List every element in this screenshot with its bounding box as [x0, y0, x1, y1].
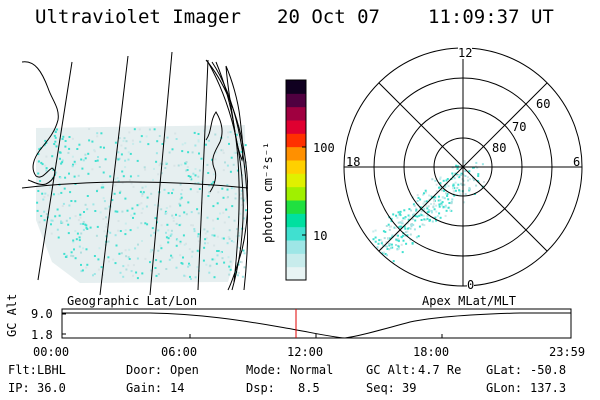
- gain-value: 14: [170, 381, 185, 395]
- geographic-label: Geographic Lat/Lon: [67, 294, 198, 308]
- xtick-label-1200: 12:00: [287, 345, 324, 359]
- colorbar-segment: [286, 200, 306, 214]
- filter-label: Flt:: [8, 363, 37, 377]
- instrument-title: Ultraviolet Imager: [35, 6, 241, 28]
- earth-limb: [205, 59, 248, 291]
- ip-label: IP:: [8, 381, 30, 395]
- gcalt-value: 4.7 Re: [418, 363, 462, 377]
- mode-value: Normal: [290, 363, 334, 377]
- lat-label-80: 80: [492, 141, 507, 155]
- date-text: 20 Oct 07: [277, 6, 380, 28]
- colorbar-segment: [286, 93, 306, 108]
- meridian: [211, 61, 248, 291]
- colorbar-segment: [286, 106, 306, 121]
- mlt-label-0: 0: [467, 278, 475, 292]
- mode-label: Mode:: [246, 363, 283, 377]
- polar-plot: [343, 47, 583, 287]
- dsp-label: Dsp:: [246, 381, 275, 395]
- colorbar-segment: [286, 226, 306, 241]
- glon-value: 137.3: [530, 381, 567, 395]
- time-text: 11:09:37 UT: [428, 6, 554, 28]
- door-label: Door:: [126, 363, 163, 377]
- meridian: [215, 61, 240, 283]
- colorbar-segment: [286, 266, 306, 281]
- colorbar-segment: [286, 253, 306, 268]
- colorbar-segment: [286, 133, 306, 148]
- filter-value: LBHL: [37, 363, 66, 377]
- coastline-island: [225, 65, 244, 162]
- dsp-value: 8.5: [298, 381, 320, 395]
- gcalt-label: GC Alt:: [366, 363, 417, 377]
- seq-label: Seq:: [366, 381, 395, 395]
- coastline: [22, 61, 59, 185]
- altitude-ytick-9: 9.0: [31, 307, 53, 321]
- parallel: [22, 181, 248, 189]
- colorbar-unit-label: photon cm⁻²s⁻¹: [261, 141, 275, 243]
- xtick-label-0600: 06:00: [161, 345, 198, 359]
- mlt-line-diag: [378, 82, 548, 252]
- lat-label-60: 60: [536, 97, 551, 111]
- xtick-label-1800: 18:00: [413, 345, 450, 359]
- colorbar-tick-10: 10: [313, 229, 328, 243]
- mlt-label-18: 18: [346, 155, 361, 169]
- apex-label: Apex MLat/MLT: [422, 294, 516, 308]
- door-value: Open: [170, 363, 199, 377]
- glat-value: -50.8: [530, 363, 567, 377]
- colorbar-segment: [286, 173, 306, 188]
- colorbar-segment: [286, 213, 306, 228]
- seq-value: 39: [402, 381, 417, 395]
- meridian: [197, 59, 209, 291]
- colorbar-frame: [285, 79, 307, 281]
- colorbar-segment: [286, 240, 306, 254]
- altitude-curve: [62, 312, 571, 339]
- colorbar: [286, 80, 306, 281]
- colorbar-segment: [286, 186, 306, 201]
- colorbar-segment: [286, 120, 306, 134]
- altitude-ylabel: GC Alt: [5, 293, 19, 337]
- lat-label-70: 70: [512, 120, 527, 134]
- colorbar-segment: [286, 160, 306, 174]
- gain-label: Gain:: [126, 381, 163, 395]
- meridian: [149, 51, 173, 295]
- mlt-label-12: 12: [458, 46, 473, 60]
- xtick-label-2359: 23:59: [549, 345, 586, 359]
- mlt-label-6: 6: [573, 155, 581, 169]
- geographic-map: [22, 51, 248, 295]
- xtick-label-0000: 00:00: [33, 345, 70, 359]
- altitude-plot: [61, 308, 572, 339]
- colorbar-tick-100: 100: [313, 141, 335, 155]
- colorbar-segment: [286, 146, 306, 161]
- glat-label: GLat:: [486, 363, 523, 377]
- colorbar-segment: [286, 80, 306, 94]
- altitude-ytick-1-8: 1.8: [31, 328, 53, 342]
- ip-value: 36.0: [37, 381, 66, 395]
- glon-label: GLon:: [486, 381, 523, 395]
- meridian: [99, 55, 129, 295]
- meridian: [37, 61, 73, 281]
- coastline-east: [205, 111, 223, 193]
